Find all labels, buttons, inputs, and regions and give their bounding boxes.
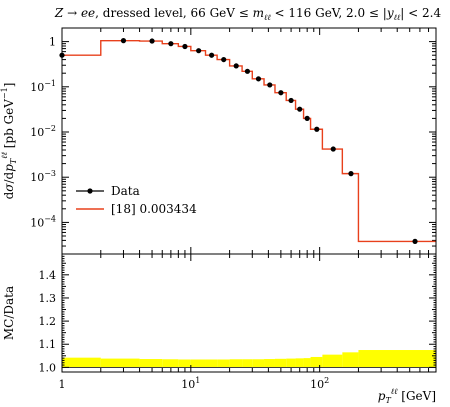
ratio-band-bin (286, 358, 296, 368)
data-point (267, 82, 273, 88)
data-point (120, 38, 127, 44)
ratio-band-bin (178, 359, 191, 368)
y-tick-label: 1 (49, 36, 56, 49)
ratio-band-bin (217, 359, 230, 368)
y-tick-label: 10−2 (30, 124, 56, 139)
legend-data-marker (87, 188, 93, 194)
ratio-band-bin (322, 354, 343, 368)
ratio-band-bin (162, 359, 179, 368)
ratio-y-tick-label: 1.0 (39, 361, 57, 374)
ratio-band-bin (100, 358, 140, 368)
data-point (412, 238, 418, 245)
ratio-band-bin (274, 358, 287, 368)
data-point (168, 41, 174, 47)
data-series (59, 38, 418, 245)
ratio-y-tick-label: 1.3 (39, 292, 57, 305)
data-point (314, 126, 320, 132)
y-tick-label: 10−1 (30, 79, 56, 94)
x-tick-label: 101 (181, 376, 200, 391)
data-point (348, 171, 354, 177)
ratio-y-tick-label: 1.1 (39, 338, 57, 351)
ratio-band-bin (358, 350, 436, 368)
data-point (233, 63, 239, 69)
x-axis-label: pTℓℓ [GeV] (378, 387, 436, 405)
main-panel-frame (61, 27, 437, 255)
main-y-axis-label: dσ/dpTℓℓ [pb GeV−1] (0, 83, 18, 200)
ratio-band-bin (62, 357, 101, 368)
data-point (196, 48, 202, 54)
data-point (182, 43, 188, 50)
ratio-band-bin (229, 359, 243, 368)
legend-entry-mc: [18] 0.003434 (111, 202, 197, 216)
y-tick-label: 10−3 (30, 169, 56, 184)
data-point (278, 90, 284, 96)
data-point (149, 38, 155, 44)
ratio-uncertainty-band (62, 350, 436, 368)
ratio-band-bin (295, 358, 304, 368)
ratio-band-bin (264, 359, 275, 368)
ratio-band-bin (242, 359, 253, 368)
y-tick-label: 10−4 (30, 214, 56, 229)
chart-title: Z → ee, dressed level, 66 GeV ≤ mℓℓ < 11… (54, 6, 442, 22)
ratio-panel-frame (61, 253, 437, 373)
data-point (244, 68, 251, 74)
x-tick-label: 102 (310, 376, 329, 391)
legend: Data [18] 0.003434 (76, 184, 197, 216)
x-tick-label: 1 (59, 378, 66, 391)
data-point (209, 52, 215, 58)
main-panel-ticks: 1 10−1 10−2 10−3 10−4 (30, 27, 437, 255)
data-point (304, 115, 310, 121)
ratio-band-bin (190, 359, 206, 368)
data-point (255, 76, 262, 82)
data-point (297, 106, 303, 112)
ratio-y-tick-label: 1.4 (39, 269, 57, 282)
ratio-band-bin (252, 359, 265, 368)
ratio-y-tick-label: 1.2 (39, 315, 57, 328)
data-point (221, 56, 227, 63)
ratio-band-bin (342, 352, 359, 368)
ratio-band-bin (310, 356, 323, 368)
ratio-y-axis-label: MC/Data (2, 286, 16, 340)
data-point (288, 97, 294, 104)
ratio-band-bin (139, 359, 163, 368)
ratio-band-bin (303, 358, 311, 368)
ratio-panel-ticks: 1 101 102 1.0 1.1 1.2 1.3 1.4 (39, 253, 437, 391)
legend-entry-data: Data (111, 184, 140, 198)
ratio-band-bin (205, 359, 218, 368)
data-point (330, 146, 336, 152)
